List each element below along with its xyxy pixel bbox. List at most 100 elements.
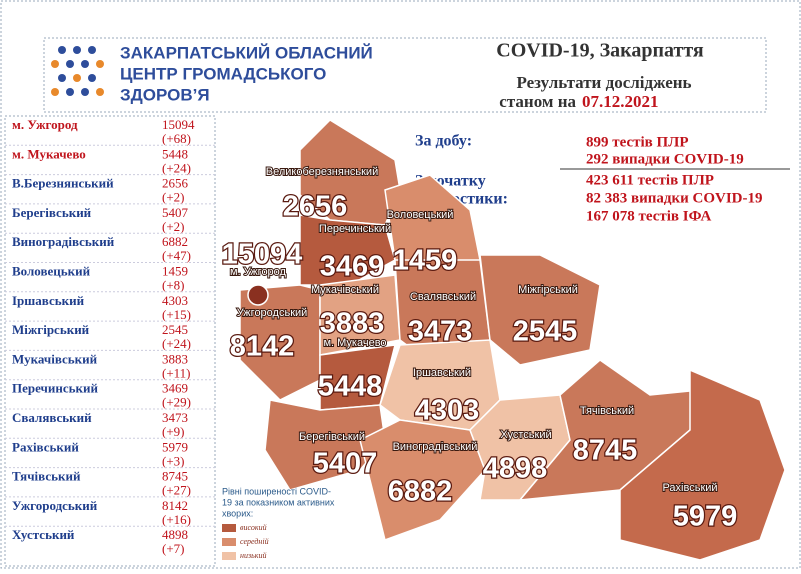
case-change: (+7) [162, 541, 185, 556]
case-total: 5448 [162, 146, 188, 161]
region-cases: 15094 [222, 239, 303, 271]
district-name: Ужгородський [12, 498, 98, 513]
total-stat: 423 611 тестів ПЛР [586, 172, 714, 188]
legend-item: високий [240, 523, 267, 532]
case-total: 4303 [162, 293, 188, 308]
case-change: (+47) [162, 248, 191, 263]
region-name: Тячівський [580, 405, 634, 417]
map [239, 119, 786, 561]
region-name: Рахівський [662, 482, 717, 494]
case-change: (+2) [162, 219, 185, 234]
district-name: Свалявський [12, 410, 92, 425]
region-cases: 3473 [408, 316, 473, 348]
case-change: (+2) [162, 190, 185, 205]
case-change: (+27) [162, 483, 191, 498]
region-name: м. Мукачево [323, 337, 386, 349]
case-total: 8142 [162, 498, 188, 513]
date-prefix: станом на [499, 92, 576, 111]
header-box [43, 37, 767, 113]
case-total: 4898 [162, 527, 188, 542]
region-name: Виноградівський [393, 441, 478, 453]
district-name: м. Ужгород [12, 117, 78, 132]
case-total: 2656 [162, 176, 189, 191]
legend-title: Рівні поширеності COVID- [222, 486, 331, 496]
region-name: Берегівський [299, 431, 365, 443]
district-name: Берегівський [12, 205, 92, 220]
case-change: (+11) [162, 365, 191, 380]
legend-title: 19 за показником активних [222, 497, 335, 507]
case-change: (+8) [162, 277, 185, 292]
district-name: Тячівський [12, 469, 81, 484]
region-cases: 4898 [483, 453, 548, 485]
district-name: м. Мукачево [12, 146, 86, 161]
region-cases: 1459 [393, 245, 458, 277]
legend-title: хворих: [222, 508, 253, 518]
district-name: Мукачівський [12, 351, 98, 366]
legend-swatch [222, 538, 236, 546]
table-frame [4, 115, 216, 567]
case-change: (+29) [162, 395, 191, 410]
region-cases: 5407 [313, 448, 378, 480]
case-change: (+3) [162, 453, 185, 468]
region-cases: 3469 [320, 251, 385, 283]
legend-item: низький [240, 551, 266, 560]
region-cases: 6882 [388, 476, 453, 508]
case-total: 3469 [162, 381, 188, 396]
case-total: 15094 [162, 117, 195, 132]
region-name: Міжгірський [518, 284, 578, 296]
title: COVID-19, Закарпаття [496, 40, 704, 62]
region-name: Іршавський [413, 367, 471, 379]
region-cases: 5448 [318, 371, 383, 403]
region-name: Перечинський [319, 223, 391, 235]
region-cases: 3883 [320, 308, 385, 340]
case-total: 1459 [162, 263, 188, 278]
total-stat: 167 078 тестів ІФА [586, 208, 712, 224]
case-total: 8745 [162, 469, 188, 484]
case-total: 2545 [162, 322, 188, 337]
case-change: (+68) [162, 131, 191, 146]
region-cases: 4303 [415, 395, 480, 427]
case-total: 3883 [162, 351, 188, 366]
case-total: 3473 [162, 410, 188, 425]
district-name: Іршавський [12, 293, 85, 308]
case-total: 6882 [162, 234, 188, 249]
case-change: (+15) [162, 307, 191, 322]
legend-swatch [222, 524, 236, 532]
district-name: Рахівський [12, 439, 79, 454]
subtitle: Результати досліджень [516, 73, 691, 92]
region-name: Хустський [500, 429, 551, 441]
daily-stat: 899 тестів ПЛР [586, 134, 689, 150]
district-name: Хустський [12, 527, 75, 542]
case-change: (+16) [162, 512, 191, 527]
date: 07.12.2021 [582, 92, 659, 111]
daily-label: За добу: [415, 133, 472, 150]
region-cases: 2656 [283, 191, 348, 223]
org-name: ЗАКАРПАТСЬКИЙ ОБЛАСНИЙ [120, 43, 373, 62]
case-total: 5979 [162, 439, 188, 454]
district-name: Міжгірський [12, 322, 90, 337]
region-cases: 2545 [513, 316, 578, 348]
district-name: Виноградівський [12, 234, 115, 249]
daily-stat: 292 випадки COVID-19 [586, 151, 744, 167]
case-total: 5407 [162, 205, 189, 220]
org-name: ЦЕНТР ГРОМАДСЬКОГО [120, 64, 326, 83]
logo [51, 46, 104, 96]
case-change: (+9) [162, 424, 185, 439]
region-cases: 8745 [573, 435, 638, 467]
case-change: (+24) [162, 160, 191, 175]
legend: Рівні поширеності COVID- 19 за показнико… [222, 486, 335, 560]
legend-item: середній [240, 537, 269, 546]
case-change: (+24) [162, 336, 191, 351]
region-name: Воловецький [387, 209, 454, 221]
org-name: ЗДОРОВ’Я [120, 85, 210, 104]
region-name: м. Ужгород [230, 266, 287, 278]
district-name: Перечинський [12, 381, 98, 396]
region-name: Мукачівський [311, 284, 379, 296]
region-cases: 8142 [230, 331, 295, 363]
region-name: Великоберезнянський [266, 166, 378, 178]
region-name: Свалявський [410, 291, 476, 303]
district-name: В.Березнянський [12, 176, 114, 191]
region-cases: 5979 [673, 501, 738, 533]
